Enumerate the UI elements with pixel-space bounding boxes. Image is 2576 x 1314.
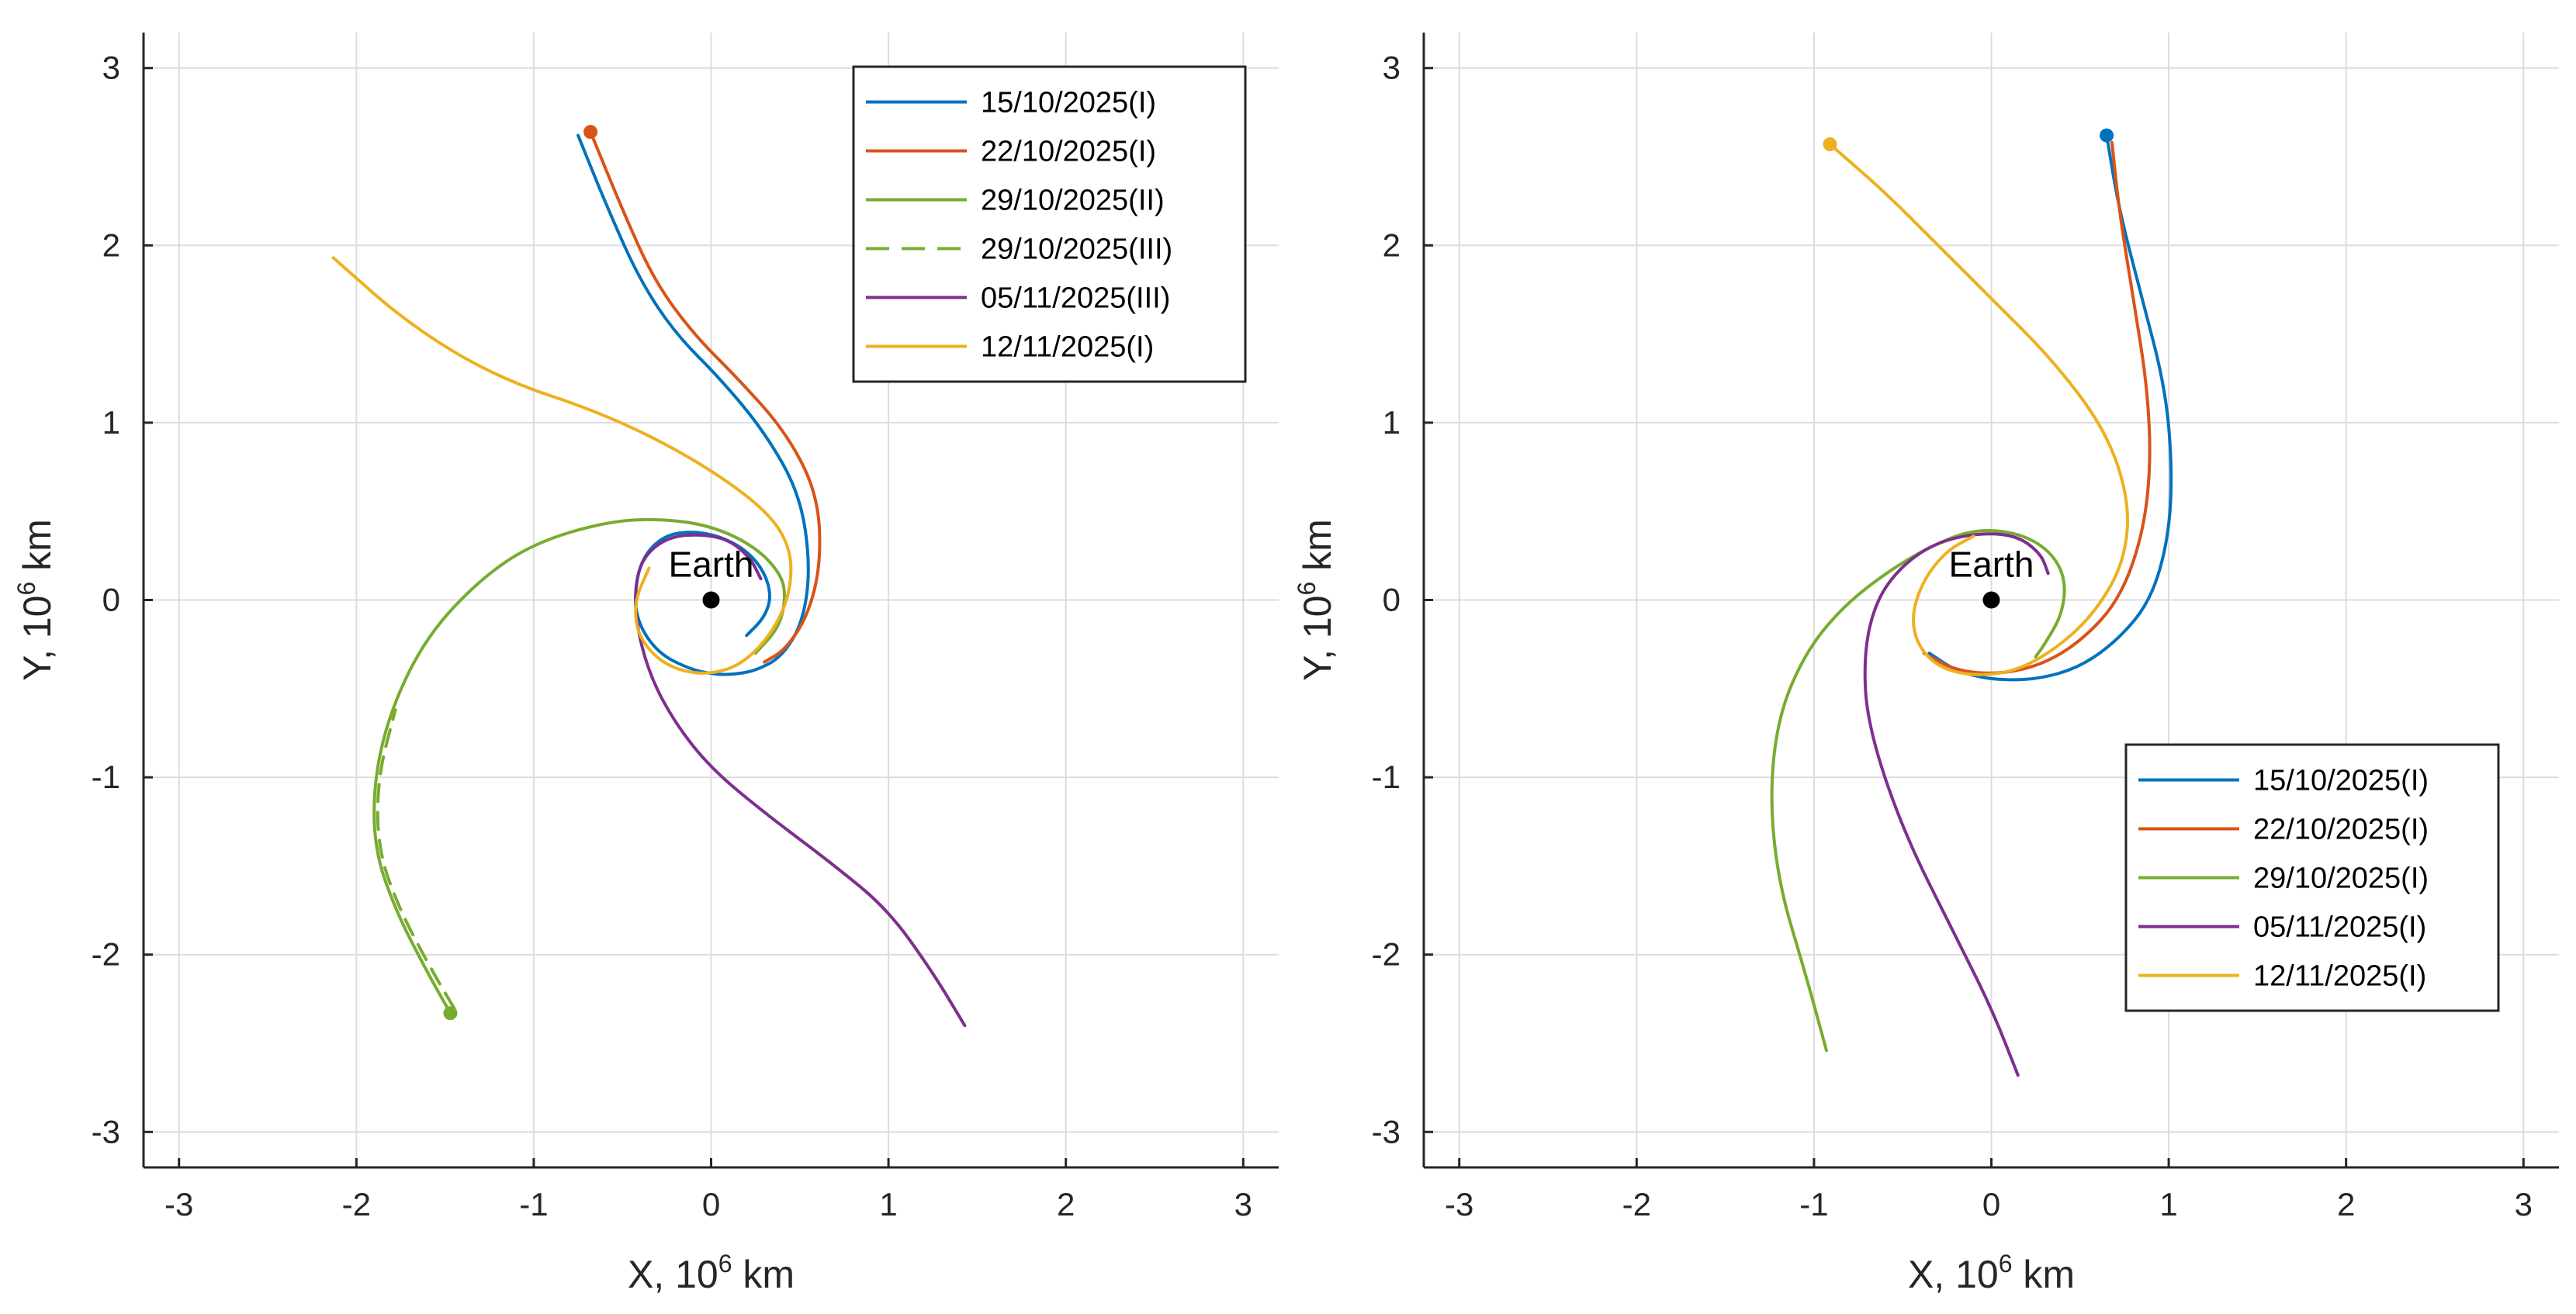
left-legend-label-6: 12/11/2025(I)	[981, 331, 1154, 364]
left-y-tick-label: 2	[102, 226, 120, 263]
left-x-tick-label: 3	[1234, 1186, 1252, 1222]
right-endpoint-marker-1	[1823, 137, 1837, 152]
right-y-tick-label: -2	[1372, 936, 1401, 973]
left-chart-trajectories	[331, 130, 967, 1028]
right-y-tick-label: -3	[1372, 1113, 1401, 1150]
left-legend-label-1: 15/10/2025(I)	[981, 87, 1156, 119]
left-chart: Earth -3 -2 -1 0 1 2 3 -3 -2 -1 0 1 2 3 X, 106 km Y, …	[12, 33, 1279, 1296]
left-earth-marker	[702, 591, 720, 609]
left-x-tick-label: -1	[519, 1186, 548, 1222]
right-earth-marker	[1982, 591, 2000, 609]
left-series-line-3	[372, 517, 786, 1015]
right-y-axis-title: Y, 106 km	[1293, 519, 1339, 681]
right-y-tick-label: -1	[1372, 759, 1401, 795]
right-y-tick-label: 1	[1383, 404, 1401, 441]
right-chart-endpoint-markers	[1823, 128, 2114, 152]
right-x-tick-label: -2	[1622, 1186, 1651, 1222]
left-series-line-5	[634, 533, 967, 1028]
right-chart-legend: 15/10/2025(I) 22/10/2025(I) 29/10/2025(I) 0…	[2124, 743, 2500, 1012]
right-y-tick-label: 3	[1383, 50, 1401, 86]
left-x-tick-label: 2	[1057, 1186, 1075, 1222]
left-x-tick-label: 0	[702, 1186, 720, 1222]
left-legend-label-2: 22/10/2025(I)	[981, 136, 1156, 168]
left-y-tick-label: -3	[92, 1113, 120, 1150]
left-y-tick-label: -2	[92, 936, 120, 973]
left-series-line-1	[576, 133, 810, 676]
left-x-axis-title: X, 106 km	[628, 1250, 795, 1296]
right-legend-label-2: 22/10/2025(I)	[2253, 814, 2429, 846]
left-endpoint-marker-2	[443, 1006, 458, 1021]
right-legend-label-4: 05/11/2025(I)	[2253, 911, 2426, 944]
left-legend-label-5: 05/11/2025(III)	[981, 282, 1170, 315]
right-series-line-4	[1863, 532, 2050, 1077]
right-chart-trajectories	[1770, 133, 2173, 1077]
left-y-tick-label: 1	[102, 404, 120, 441]
right-x-tick-label: 3	[2515, 1186, 2533, 1222]
right-x-tick-label: 2	[2337, 1186, 2355, 1222]
left-x-tick-label: -2	[342, 1186, 371, 1222]
right-legend-label-5: 12/11/2025(I)	[2253, 960, 2426, 993]
right-series-line-1	[1927, 133, 2173, 682]
left-endpoint-marker-1	[583, 125, 598, 140]
right-series-line-5	[1828, 143, 2130, 676]
left-legend-box	[852, 65, 1247, 383]
right-x-tick-label: 0	[1982, 1186, 2000, 1222]
left-chart-legend: 15/10/2025(I) 22/10/2025(I) 29/10/2025(II)…	[852, 65, 1247, 383]
right-chart: Earth -3 -2 -1 0 1 2 3 -3 -2 -1 0 1 2 3 X, 106 km Y, …	[1293, 33, 2559, 1296]
left-x-tick-label: -3	[164, 1186, 193, 1222]
right-y-tick-label: 0	[1383, 582, 1401, 618]
left-chart-ticks: -3 -2 -1 0 1 2 3 -3 -2 -1 0 1 2 3	[92, 50, 1252, 1222]
left-chart-endpoint-markers	[443, 125, 598, 1021]
left-legend-label-3: 29/10/2025(II)	[981, 185, 1165, 217]
left-x-tick-label: 1	[879, 1186, 897, 1222]
right-x-tick-label: -3	[1445, 1186, 1473, 1222]
left-series-line-6	[331, 256, 793, 675]
right-x-axis-title: X, 106 km	[1908, 1250, 2075, 1296]
right-earth-label: Earth	[1949, 545, 2034, 585]
left-series-line-4	[376, 708, 456, 1010]
right-legend-label-3: 29/10/2025(I)	[2253, 863, 2429, 895]
left-earth-label: Earth	[669, 545, 754, 585]
right-legend-label-1: 15/10/2025(I)	[2253, 765, 2429, 797]
left-y-tick-label: 0	[102, 582, 120, 618]
left-series-line-2	[589, 130, 822, 664]
right-endpoint-marker-2	[2100, 128, 2114, 143]
right-series-line-3	[1770, 528, 2066, 1053]
right-series-line-2	[1922, 140, 2152, 675]
left-y-tick-label: -1	[92, 759, 120, 795]
left-y-axis-title: Y, 106 km	[12, 519, 59, 681]
left-legend-label-4: 29/10/2025(III)	[981, 233, 1172, 266]
right-x-tick-label: -1	[1799, 1186, 1828, 1222]
right-x-tick-label: 1	[2159, 1186, 2177, 1222]
right-chart-ticks: -3 -2 -1 0 1 2 3 -3 -2 -1 0 1 2 3	[1372, 50, 2533, 1222]
left-y-tick-label: 3	[102, 50, 120, 86]
right-y-tick-label: 2	[1383, 226, 1401, 263]
